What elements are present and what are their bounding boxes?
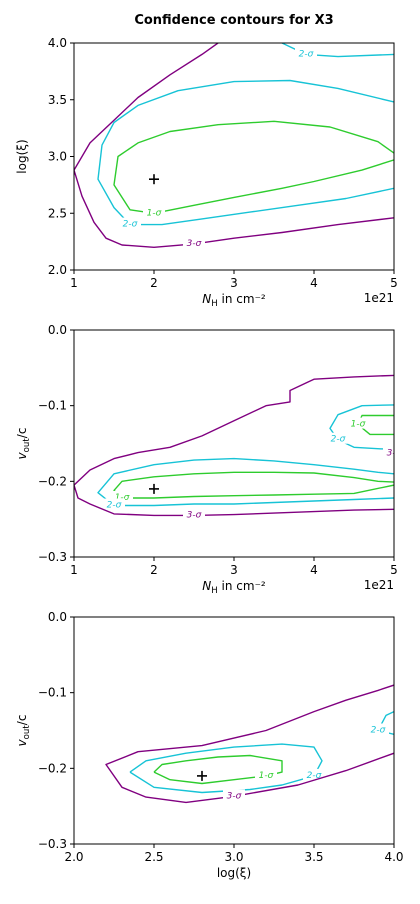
y-tick-label: −0.2: [38, 761, 67, 775]
contour-panel-2: 1-σ1-σ2-σ2-σ3-σ3-σ1 2 3 4 5−0.3−0.2−0.10.01e…: [15, 323, 402, 596]
contour-label-bg: [367, 723, 389, 735]
y-tick-label: −0.3: [38, 550, 67, 564]
contour-label-bg: [103, 498, 125, 510]
best-fit-marker: [197, 770, 207, 781]
contour-label-bg: [303, 768, 325, 780]
contour-2sigma-label: 2-σ: [331, 435, 346, 445]
y-axis-label: vout/c: [15, 715, 32, 747]
contour-3sigma-label: 3-σ: [227, 791, 242, 801]
plot-area-1: 1-σ 2-σ 2-σ 3-σ: [74, 43, 394, 249]
contour-1sigma-line: [113, 120, 394, 215]
contour-label-bg: [183, 508, 205, 520]
x-axis-label: log(ξ): [217, 866, 251, 880]
contour-2sigma-label: 2-σ: [107, 501, 122, 511]
contour-label-bg: [295, 47, 317, 59]
contour-label-bg: [255, 768, 277, 780]
contour-1sigma-line: [113, 471, 394, 499]
contour-2sigma-line: [281, 43, 394, 58]
x-tick-label: 4.0: [384, 850, 403, 864]
x-tick-label: 3: [230, 276, 238, 290]
contour-1sigma-line: [153, 754, 283, 785]
best-fit-marker: [149, 174, 159, 185]
contour-3sigma-label: 3-σ: [387, 448, 402, 458]
x-tick-label: 2: [150, 563, 158, 577]
contour-1sigma-label: 1-σ: [147, 208, 162, 218]
contour-label-bg: [143, 206, 165, 218]
x-tick-label: 3.5: [304, 850, 323, 864]
contour-2sigma-label: 2-σ: [371, 726, 386, 736]
axes-frame: [73, 42, 395, 271]
x-tick-label: 5: [390, 276, 398, 290]
contour-1sigma-label: 1-σ: [115, 493, 130, 503]
best-fit-marker: [149, 483, 159, 494]
contour-3sigma-line: [74, 43, 394, 249]
y-tick-label: 4.0: [48, 36, 67, 50]
figure-title: Confidence contours for X3: [134, 13, 333, 28]
x-tick-label: 1: [70, 563, 78, 577]
contour-2sigma-label: 2-σ: [123, 220, 138, 230]
y-tick-label: −0.2: [38, 474, 67, 488]
x-offset-label: 1e21: [364, 578, 394, 592]
contour-label-bg: [327, 432, 349, 444]
contour-label-bg: [111, 490, 133, 502]
contour-label-bg: [347, 417, 369, 429]
x-axis-label: NH in cm⁻²: [202, 292, 266, 309]
contour-2sigma-label: 2-σ: [299, 49, 314, 59]
contour-3sigma-line: [74, 374, 394, 517]
contour-1sigma-label: 1-σ: [351, 420, 366, 430]
y-tick-label: −0.3: [38, 837, 67, 851]
plot-area-2: 1-σ1-σ2-σ2-σ3-σ3-σ: [74, 374, 402, 520]
y-tick-label: 0.0: [48, 323, 67, 337]
contour-2sigma-label: 2-σ: [307, 771, 322, 781]
contour-3sigma-label: 3-σ: [187, 239, 202, 249]
contour-2sigma-line: [97, 457, 394, 507]
x-tick-label: 1: [70, 276, 78, 290]
x-tick-label: 2: [150, 276, 158, 290]
contour-1sigma-label: 1-σ: [259, 771, 274, 781]
contour-2sigma-line: [97, 79, 394, 226]
contour-panel-1: 1-σ 2-σ 2-σ 3-σ 1 2 3 4 5 2.0 2.5 3.0 3.5 4.0 1e21 NH i…: [15, 36, 398, 309]
axes-frame: [73, 616, 395, 845]
contour-2sigma-line: [129, 743, 323, 794]
plot-area-3: 1-σ 2-σ 2-σ 3-σ: [105, 684, 394, 804]
y-tick-label: 2.0: [48, 263, 67, 277]
y-axis-label: log(ξ): [15, 139, 29, 173]
contour-label-bg: [383, 446, 394, 458]
y-tick-label: 3.5: [48, 93, 67, 107]
x-tick-label: 3.0: [224, 850, 243, 864]
x-tick-label: 4: [310, 563, 318, 577]
x-tick-label: 2.0: [64, 850, 83, 864]
x-tick-label: 5: [390, 563, 398, 577]
x-tick-label: 4: [310, 276, 318, 290]
contour-panel-3: 1-σ 2-σ 2-σ 3-σ 2.0 2.5 3.0 3.5 4.0 −0.3 −0.2 −0.1 0…: [15, 610, 404, 880]
contour-label-bg: [223, 789, 245, 801]
y-tick-label: −0.1: [38, 686, 67, 700]
contour-3sigma-label: 3-σ: [187, 510, 202, 520]
x-axis-label: NH in cm⁻²: [202, 579, 266, 596]
x-tick-label: 3: [230, 563, 238, 577]
y-axis-label: vout/c: [15, 428, 32, 460]
contour-label-bg: [183, 236, 205, 248]
contour-3sigma-line: [105, 684, 394, 804]
x-tick-label: 2.5: [144, 850, 163, 864]
y-tick-label: 2.5: [48, 206, 67, 220]
y-tick-label: 0.0: [48, 610, 67, 624]
contour-2sigma-line: [329, 404, 394, 451]
x-offset-label: 1e21: [364, 291, 394, 305]
y-tick-label: −0.1: [38, 399, 67, 413]
contour-label-bg: [119, 217, 141, 229]
y-tick-label: 3.0: [48, 150, 67, 164]
